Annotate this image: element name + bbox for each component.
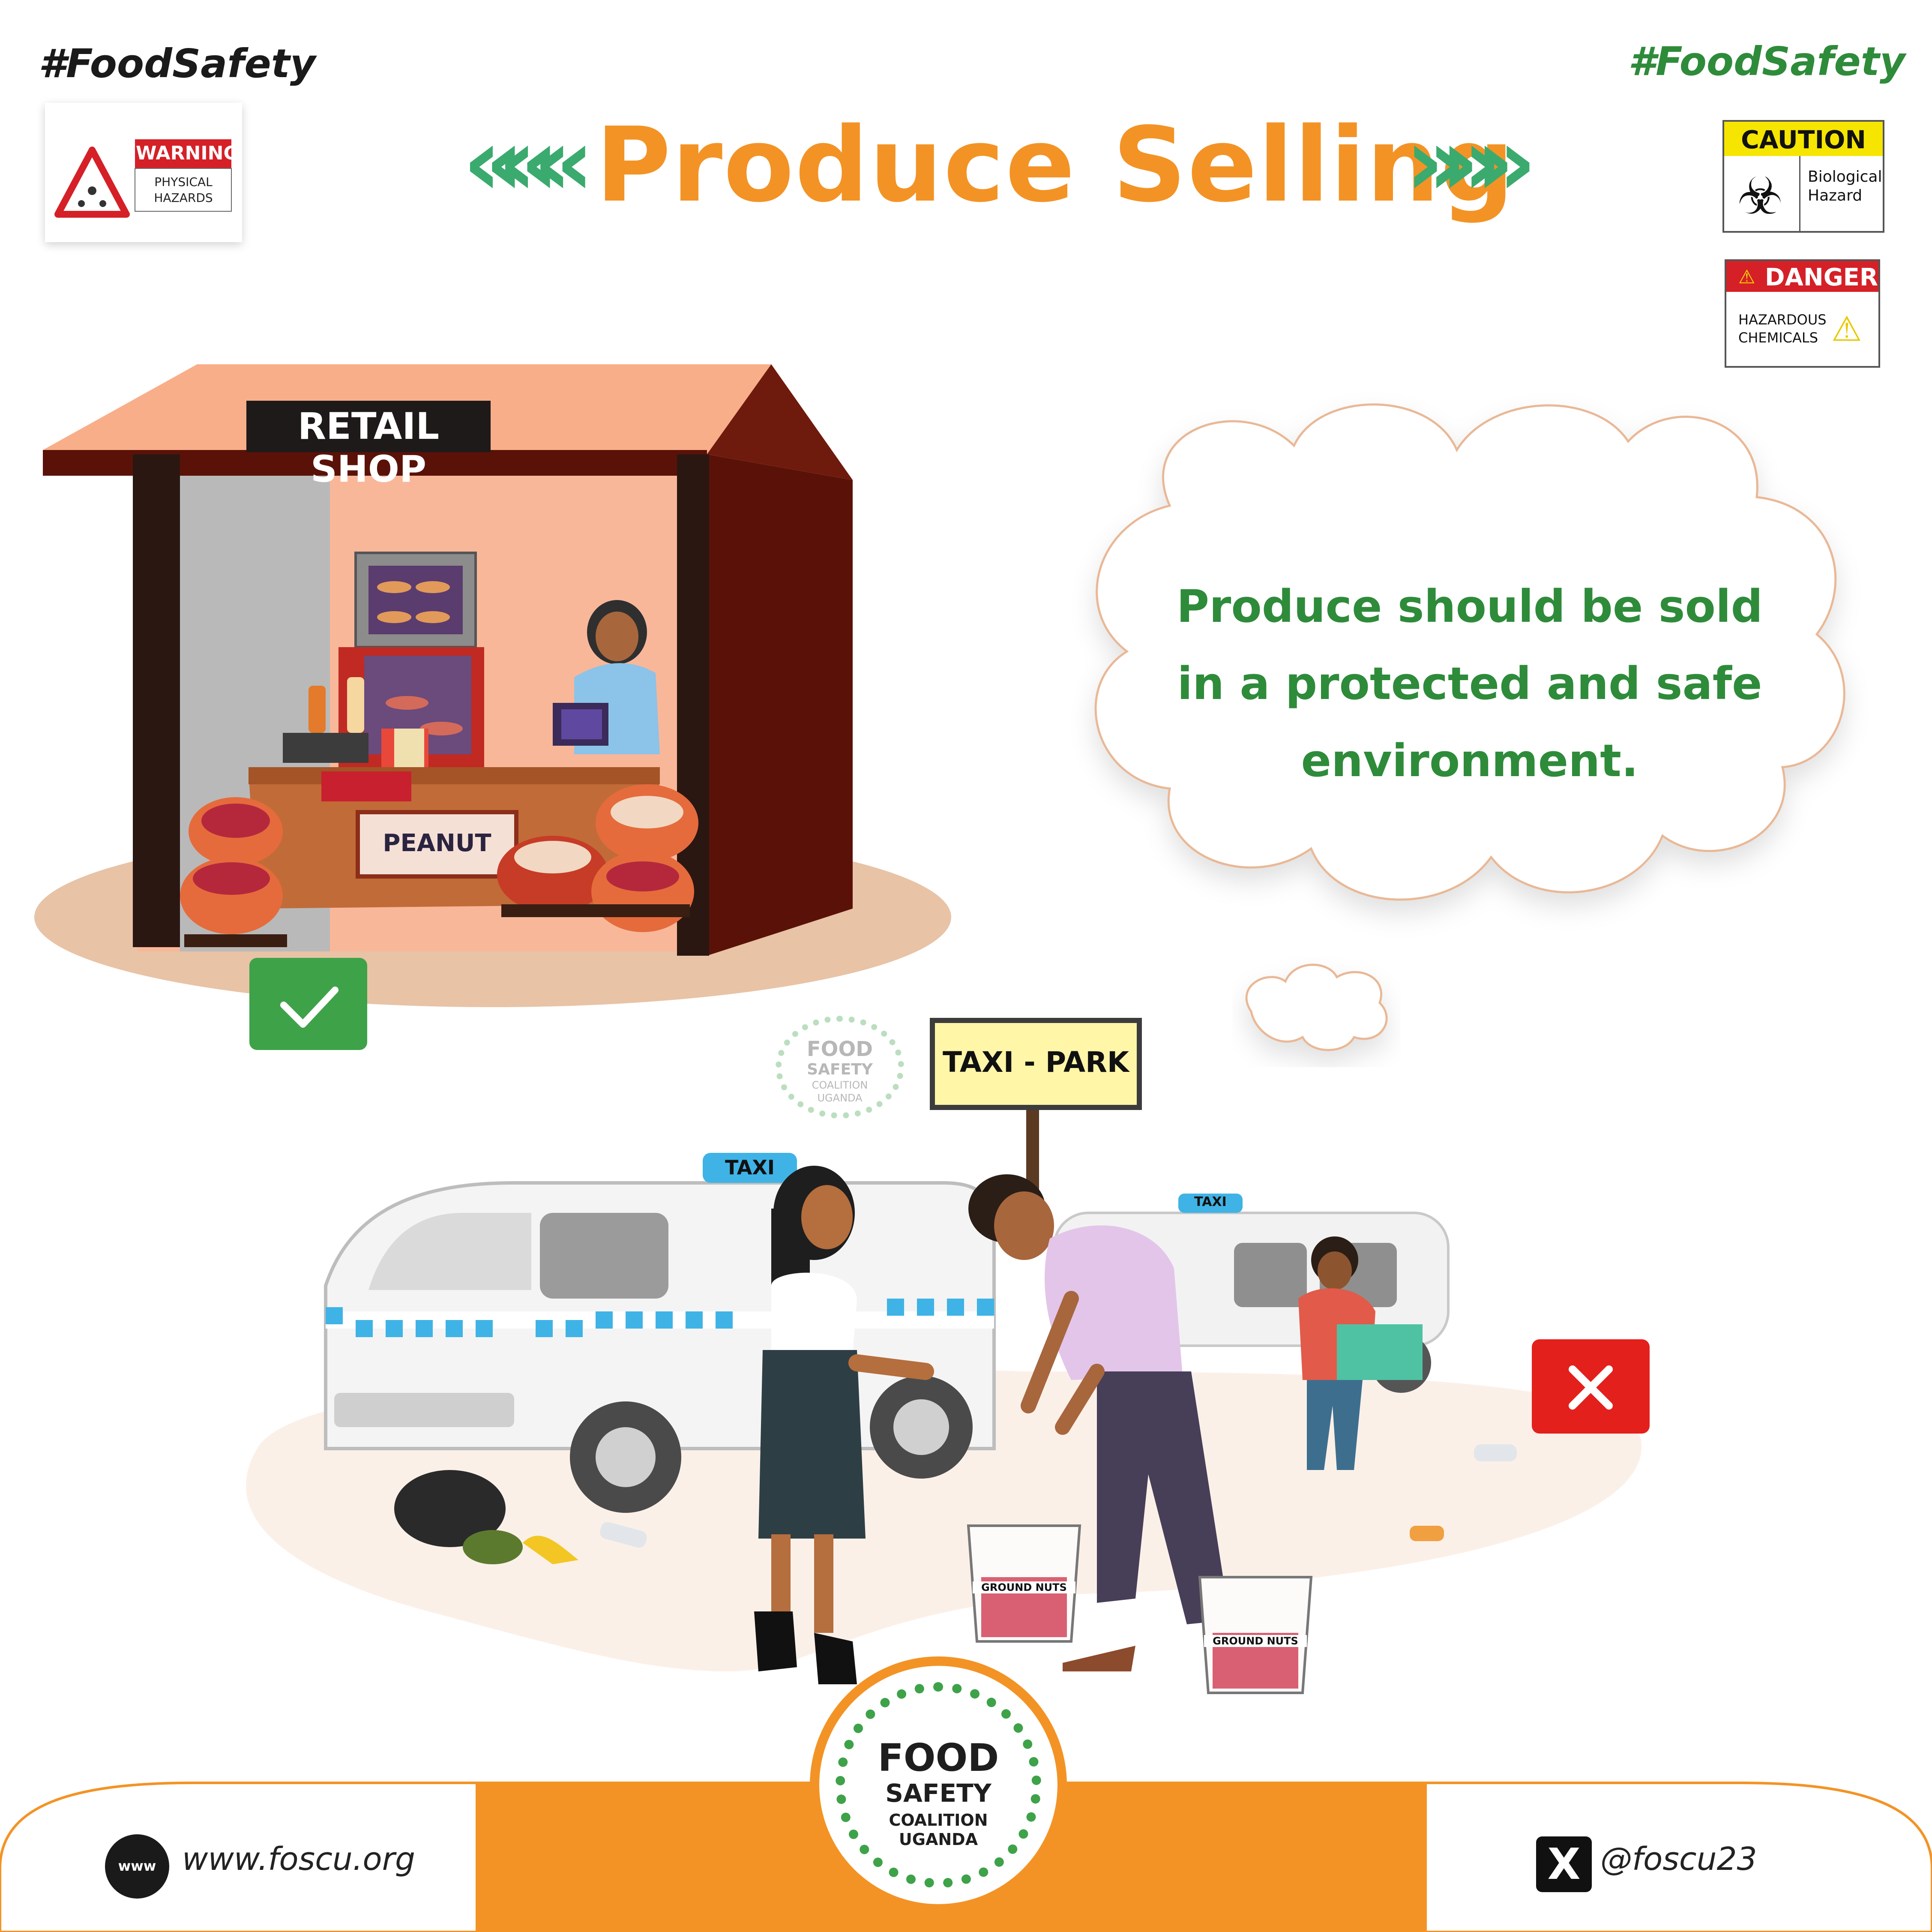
bucket-label-1: GROUND NUTS xyxy=(973,1581,1075,1593)
cross-badge xyxy=(1532,1339,1650,1434)
biohazard-icon: ☣ xyxy=(1737,167,1783,226)
taxi-roof-label: TAXI xyxy=(725,1156,775,1179)
caution-line2: Hazard xyxy=(1808,187,1863,204)
logo-line4: UGANDA xyxy=(899,1830,978,1849)
cross-icon xyxy=(1569,1365,1613,1410)
bucket-label-2: GROUND NUTS xyxy=(1204,1635,1307,1647)
taxi-park-sign xyxy=(930,1018,1142,1110)
check-badge xyxy=(249,958,367,1050)
warning-line2: HAZARDS xyxy=(154,191,213,205)
www-icon xyxy=(105,1834,169,1899)
warning-label: WARNING xyxy=(136,142,239,164)
hashtag-right: #FoodSafety xyxy=(1628,39,1905,84)
watermark-line2: SAFETY xyxy=(807,1061,873,1078)
warning-line1: PHYSICAL xyxy=(154,175,213,189)
watermark-line4: UGANDA xyxy=(817,1092,863,1104)
exclamation-triangle-icon: ⚠ xyxy=(1831,309,1862,349)
www-badge-text: www xyxy=(118,1858,156,1874)
danger-line1: HAZARDOUS xyxy=(1738,312,1827,328)
watermark-logo: FOOD SAFETY COALITION UGANDA xyxy=(771,1011,908,1123)
warning-sign: WARNING PHYSICAL HAZARDS xyxy=(45,103,242,242)
danger-label: DANGER xyxy=(1765,264,1878,291)
foscu-logo: FOOD SAFETY COALITION UGANDA xyxy=(810,1656,1067,1914)
danger-line2: CHEMICALS xyxy=(1738,330,1818,346)
check-icon xyxy=(280,987,338,1028)
hashtag-left: #FoodSafety xyxy=(39,41,316,87)
logo-line2: SAFETY xyxy=(885,1779,991,1808)
logo-line1: FOOD xyxy=(878,1736,999,1780)
warning-triangle-icon xyxy=(54,139,232,218)
social-handle[interactable]: @foscu23 xyxy=(1600,1841,1757,1878)
peanut-label: PEANUT xyxy=(383,829,491,857)
taxi-roof-label-2: TAXI xyxy=(1194,1194,1227,1209)
x-logo-icon: X xyxy=(1536,1836,1592,1892)
danger-sign: ⚠ DANGER HAZARDOUS CHEMICALS ⚠ xyxy=(1725,259,1880,368)
retail-shop-sign xyxy=(246,401,491,452)
caution-line1: Biological xyxy=(1808,168,1882,186)
caution-label: CAUTION xyxy=(1741,125,1866,154)
bubble-line2: in a protected and safe xyxy=(1177,657,1762,710)
caution-sign: CAUTION ☣ Biological Hazard xyxy=(1722,120,1884,233)
watermark-line1: FOOD xyxy=(806,1037,873,1061)
bubble-line1: Produce should be sold xyxy=(1176,580,1763,633)
page-title: Produce Selling xyxy=(596,105,1515,225)
taxi-park-sign-text: TAXI - PARK xyxy=(942,1046,1129,1079)
logo-line3: COALITION xyxy=(889,1811,988,1830)
thought-bubble xyxy=(1094,403,1845,1051)
watermark-line3: COALITION xyxy=(812,1079,868,1091)
website-link[interactable]: www.foscu.org xyxy=(182,1841,416,1878)
bubble-line3: environment. xyxy=(1301,735,1638,787)
retail-shop-sign-text: RETAIL SHOP xyxy=(297,405,440,491)
alert-small-icon: ⚠ xyxy=(1738,266,1755,288)
